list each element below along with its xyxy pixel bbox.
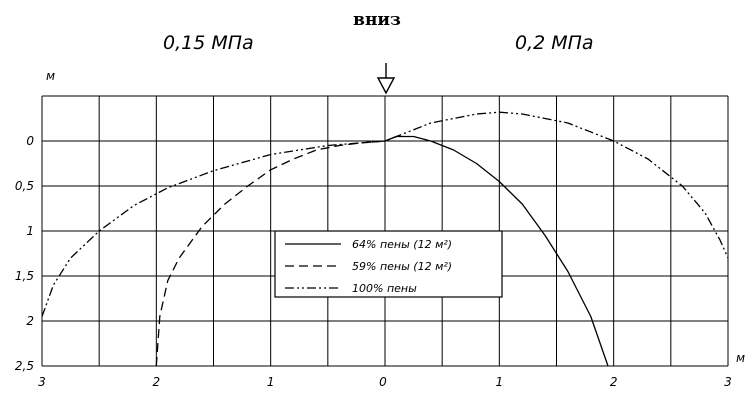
series-group — [41, 111, 729, 367]
legend-box — [274, 230, 503, 298]
y-tick-label: 0 — [26, 134, 34, 148]
x-tick-label: 0 — [379, 375, 387, 389]
y-axis-unit-label: м — [46, 69, 55, 83]
series-line-0 — [384, 135, 609, 367]
legend-label-59: 59% пены (12 м²) — [352, 260, 452, 273]
x-axis-unit-label: м — [736, 351, 745, 365]
y-tick-label: 1 — [26, 224, 34, 238]
x-tick-label: 3 — [724, 375, 732, 389]
legend: 64% пены (12 м²) 59% пены (12 м²) 100% п… — [274, 230, 503, 298]
left-pressure-label: 0,15 МПа — [163, 32, 254, 54]
legend-label-64: 64% пены (12 м²) — [352, 238, 452, 251]
y-tick-label: 2,5 — [15, 359, 34, 373]
series-line-1 — [155, 140, 386, 367]
x-tick-label: 1 — [496, 375, 504, 389]
y-tick-label: 2 — [26, 314, 34, 328]
y-tick-label: 0,5 — [15, 179, 34, 193]
x-tick-label: 3 — [38, 375, 46, 389]
load-arrow-icon — [376, 63, 396, 95]
right-pressure-label: 0,2 МПа — [515, 32, 594, 54]
x-tick-label: 1 — [267, 375, 275, 389]
legend-label-100: 100% пены — [352, 282, 417, 295]
chart-title: вниз — [353, 10, 401, 30]
x-tick-label: 2 — [610, 375, 618, 389]
y-tick-label: 1,5 — [15, 269, 34, 283]
x-tick-label: 2 — [153, 375, 161, 389]
tick-labels: 3 2 1 0 1 2 3 0 0,5 1 1,5 2 2,5 — [15, 134, 732, 389]
series-line-2 — [41, 111, 729, 317]
